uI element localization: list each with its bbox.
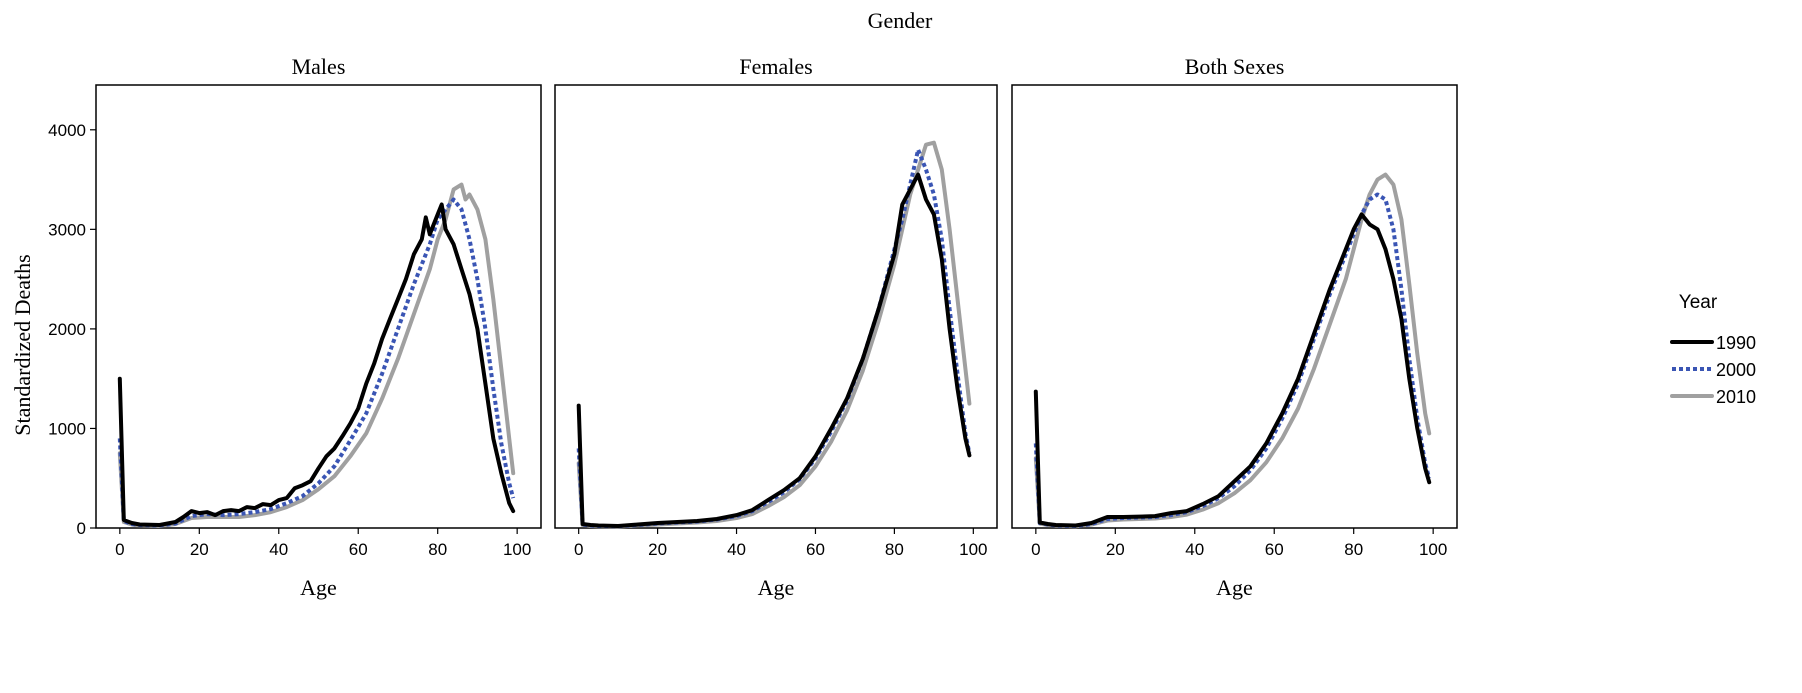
x-tick-label: 60 [349, 540, 368, 559]
x-tick-label: 40 [727, 540, 746, 559]
y-tick-label: 4000 [48, 121, 86, 140]
x-tick-label: 100 [959, 540, 987, 559]
y-tick-label: 2000 [48, 320, 86, 339]
panel-0: Males 0 20 40 60 80 100 Age 0 1000 2000 3000 4000 [48, 54, 542, 600]
legend-label-2000: 2000 [1716, 360, 1756, 380]
x-tick-label: 80 [428, 540, 447, 559]
x-tick-label: 80 [885, 540, 904, 559]
x-axis-label: Age [758, 575, 795, 600]
x-tick-label: 0 [574, 540, 583, 559]
legend-title: Year [1679, 292, 1718, 313]
series-line-2000 [117, 197, 516, 528]
y-tick-label: 0 [77, 519, 86, 538]
legend: Year 1990 2000 2010 [1670, 292, 1756, 407]
x-tick-label: 20 [648, 540, 667, 559]
x-axis-label: Age [1216, 575, 1253, 600]
panel-2: Both Sexes 0 20 40 60 80 100 Age [1011, 54, 1458, 600]
panel-frame [554, 84, 998, 529]
y-tick-label: 1000 [48, 419, 86, 438]
panel-frame [95, 84, 542, 529]
x-tick-label: 20 [190, 540, 209, 559]
x-tick-label: 80 [1344, 540, 1363, 559]
y-axis-label: Standardized Deaths [10, 254, 35, 435]
panel-title: Both Sexes [1185, 54, 1285, 79]
series-line-1990 [576, 172, 972, 528]
x-tick-label: 100 [1419, 540, 1447, 559]
series-line-2010 [1033, 172, 1432, 529]
x-tick-label: 40 [269, 540, 288, 559]
legend-label-1990: 1990 [1716, 333, 1756, 353]
series-line-1990 [117, 202, 516, 527]
x-tick-label: 20 [1106, 540, 1125, 559]
panel-frame [1011, 84, 1458, 529]
x-tick-label: 0 [1031, 540, 1040, 559]
x-tick-label: 40 [1185, 540, 1204, 559]
panel-title: Males [292, 54, 346, 79]
legend-label-2010: 2010 [1716, 387, 1756, 407]
series-line-2000 [1033, 192, 1432, 528]
panel-title: Females [739, 54, 812, 79]
x-tick-label: 60 [806, 540, 825, 559]
x-tick-label: 60 [1265, 540, 1284, 559]
series-line-1990 [1033, 212, 1432, 528]
chart-title: Gender [868, 8, 933, 33]
x-axis-label: Age [300, 575, 337, 600]
panel-1: Females 0 20 40 60 80 100 Age [554, 54, 998, 600]
x-tick-label: 0 [115, 540, 124, 559]
y-tick-label: 3000 [48, 220, 86, 239]
x-tick-label: 100 [503, 540, 531, 559]
